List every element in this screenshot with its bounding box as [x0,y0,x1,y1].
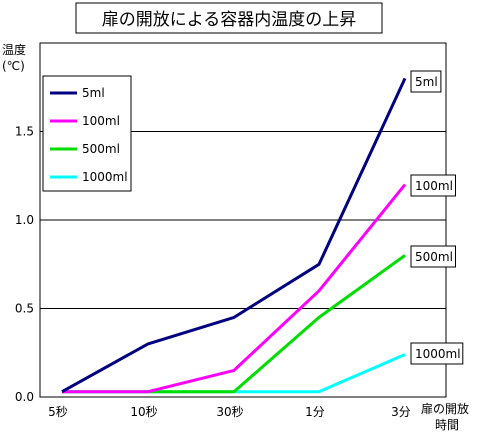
x-tick-label: 10秒 [130,405,157,419]
x-tick-labels: 5秒 10秒 30秒 1分 3分 [48,405,411,419]
end-label-text: 5ml [415,75,438,89]
title-box [75,2,383,34]
chart-title: 扉の開放による容器内温度の上昇 [102,10,357,30]
y-axis-label: 温度 [2,42,26,57]
y-tick-label: 0.5 [15,302,34,316]
end-label-text: 1000ml [415,347,461,361]
x-axis-label: 扉の開放 [421,401,469,416]
x-tick-label: 5秒 [48,405,68,419]
legend-box [42,75,132,192]
series-line-100ml [62,183,407,394]
end-label-box [410,245,456,268]
legend-label: 1000ml [82,170,128,184]
end-label-5ml: 5ml [410,70,442,93]
end-label-100ml: 100ml [410,174,456,197]
end-label-box [410,70,442,93]
series-end-labels: 5ml 100ml 500ml 1000ml [410,70,464,365]
legend: 5ml 100ml 500ml 1000ml [42,75,132,192]
end-label-box [410,342,464,365]
end-label-500ml: 500ml [410,245,456,268]
y-tick-label: 0.0 [15,390,34,404]
y-tick-label: 1.0 [15,213,34,227]
x-tick-label: 1分 [305,405,325,419]
y-tick-label: 1.5 [15,125,34,139]
legend-label: 100ml [82,114,120,128]
series-lines [61,77,407,394]
legend-label: 500ml [82,142,120,156]
y-tick-labels: 0.0 0.5 1.0 1.5 [15,125,34,405]
x-tick-label: 3分 [391,405,411,419]
series-line-5ml [61,77,407,394]
end-label-1000ml: 1000ml [410,342,464,365]
end-label-text: 100ml [415,179,453,193]
y-axis-unit: (℃) [2,59,25,73]
x-axis-label-line2: 時間 [435,418,459,432]
end-label-box [410,174,456,197]
x-tick-label: 30秒 [216,405,243,419]
end-label-text: 500ml [415,250,453,264]
legend-label: 5ml [82,86,105,100]
